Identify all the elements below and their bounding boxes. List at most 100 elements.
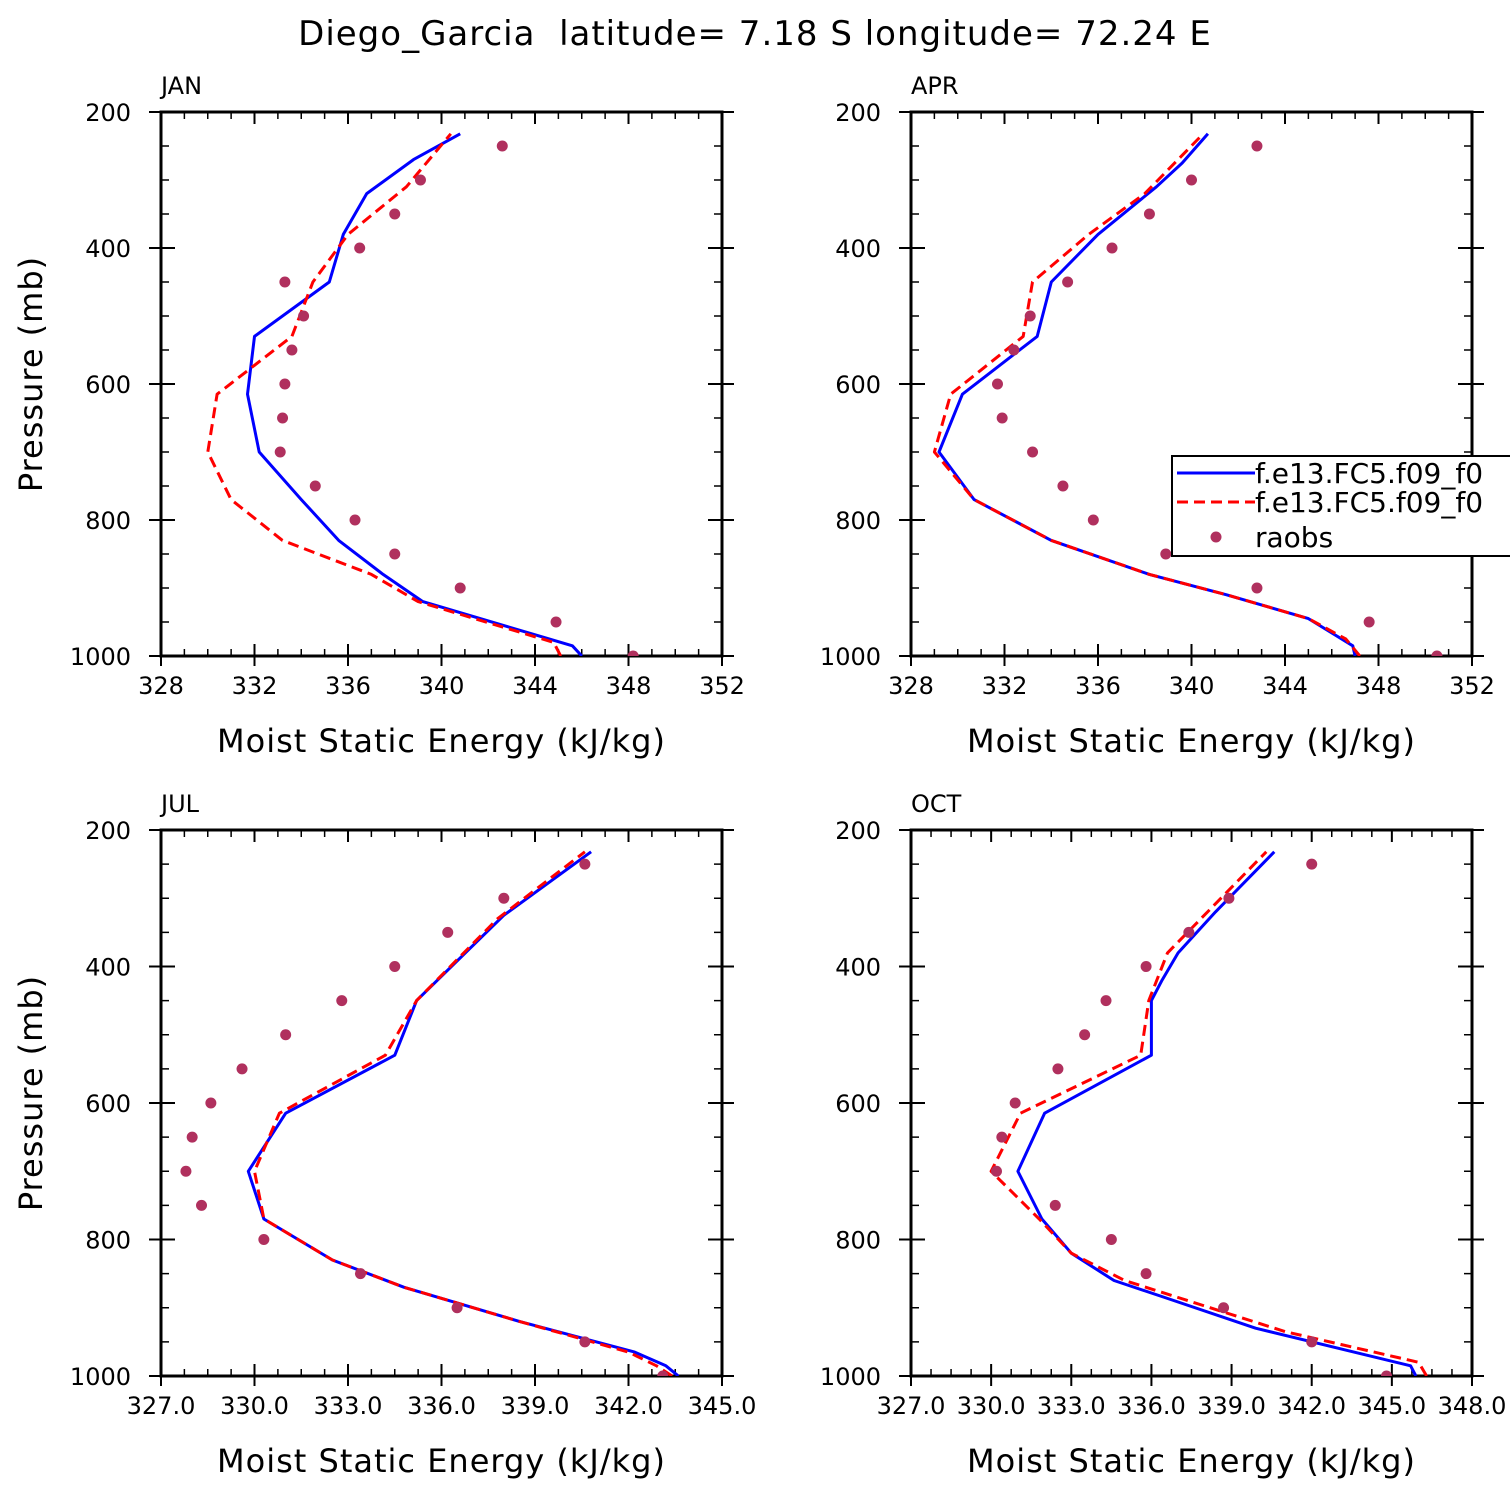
series-line-model-dashed bbox=[206, 132, 563, 656]
y-tick-label: 600 bbox=[835, 371, 881, 399]
x-axis-title: Moist Static Energy (kJ/kg) bbox=[967, 1442, 1416, 1480]
figure-title: Diego_Garcia latitude= 7.18 S longitude=… bbox=[298, 14, 1212, 54]
y-tick-label: 1000 bbox=[70, 1363, 131, 1391]
y-tick-label: 200 bbox=[85, 817, 131, 845]
raobs-point bbox=[627, 650, 639, 656]
raobs-point bbox=[657, 1370, 669, 1376]
raobs-point bbox=[1100, 995, 1112, 1007]
raobs-point bbox=[1223, 892, 1235, 904]
plot-area bbox=[180, 850, 680, 1376]
y-tick-label: 400 bbox=[835, 954, 881, 982]
series-line-model-solid bbox=[1016, 850, 1418, 1376]
x-axis-title: Moist Static Energy (kJ/kg) bbox=[967, 722, 1416, 760]
y-tick-label: 1000 bbox=[820, 1363, 881, 1391]
y-tick-label: 800 bbox=[835, 507, 881, 535]
x-tick-label: 352 bbox=[1449, 672, 1495, 700]
x-tick-label: 333.0 bbox=[314, 1392, 383, 1420]
x-tick-label: 339.0 bbox=[501, 1392, 570, 1420]
panel-jul: 327.0 330.0 333.0 336.0 339.0 342.0 345.0 200 40… bbox=[12, 790, 756, 1480]
x-axis-title: Moist Static Energy (kJ/kg) bbox=[217, 1442, 666, 1480]
raobs-point bbox=[498, 892, 510, 904]
raobs-point bbox=[1306, 858, 1318, 870]
x-tick-label: 330.0 bbox=[957, 1392, 1026, 1420]
raobs-point bbox=[277, 412, 289, 424]
raobs-point bbox=[1009, 1097, 1021, 1109]
raobs-point bbox=[196, 1199, 208, 1211]
y-tick-label: 600 bbox=[85, 1090, 131, 1118]
raobs-point bbox=[1140, 961, 1152, 972]
raobs-point bbox=[996, 412, 1008, 424]
plot-area bbox=[932, 132, 1443, 656]
panel-label: OCT bbox=[911, 790, 962, 818]
x-tick-label: 327.0 bbox=[127, 1392, 196, 1420]
y-tick-label: 200 bbox=[835, 817, 881, 845]
raobs-point bbox=[1087, 514, 1099, 526]
raobs-point bbox=[309, 480, 321, 492]
x-tick-label: 336.0 bbox=[407, 1392, 476, 1420]
x-axis-title: Moist Static Energy (kJ/kg) bbox=[217, 722, 666, 760]
raobs-point bbox=[280, 1029, 292, 1041]
x-tick-label: 348.0 bbox=[1438, 1392, 1507, 1420]
raobs-point bbox=[1008, 344, 1020, 356]
plot-area bbox=[989, 850, 1428, 1376]
raobs-point bbox=[389, 961, 401, 972]
y-tick-label: 400 bbox=[85, 954, 131, 982]
raobs-point bbox=[279, 276, 291, 288]
raobs-point bbox=[258, 1234, 270, 1245]
y-tick-label: 600 bbox=[85, 371, 131, 399]
series-line-model-dashed bbox=[932, 132, 1361, 656]
y-axis-title: Pressure (mb) bbox=[12, 975, 50, 1211]
y-tick-label: 200 bbox=[85, 99, 131, 127]
y-tick-label: 800 bbox=[85, 507, 131, 535]
raobs-point bbox=[1306, 1336, 1318, 1348]
y-tick-label: 800 bbox=[85, 1227, 131, 1255]
raobs-point bbox=[186, 1131, 198, 1143]
raobs-point bbox=[286, 344, 298, 356]
raobs-point bbox=[1160, 548, 1172, 560]
panel-label: APR bbox=[911, 72, 959, 100]
y-tick-label: 800 bbox=[835, 1227, 881, 1255]
panel-label: JAN bbox=[159, 72, 202, 100]
raobs-point bbox=[336, 995, 348, 1007]
raobs-point bbox=[1106, 242, 1118, 254]
raobs-point bbox=[298, 310, 310, 322]
raobs-point bbox=[274, 446, 286, 458]
raobs-point bbox=[354, 1268, 366, 1280]
x-tick-label: 342.0 bbox=[1277, 1392, 1346, 1420]
raobs-point bbox=[205, 1097, 217, 1109]
raobs-point bbox=[1062, 276, 1074, 288]
raobs-point bbox=[1049, 1199, 1061, 1211]
y-tick-label: 1000 bbox=[820, 643, 881, 671]
raobs-point bbox=[1251, 140, 1263, 152]
raobs-point bbox=[991, 378, 1003, 390]
raobs-point bbox=[1057, 480, 1069, 492]
legend-raobs-marker bbox=[1210, 531, 1222, 543]
y-axis-title: Pressure (mb) bbox=[12, 256, 50, 492]
x-tick-label: 336 bbox=[325, 672, 371, 700]
raobs-point bbox=[451, 1302, 463, 1314]
x-tick-label: 336 bbox=[1075, 672, 1121, 700]
x-tick-label: 330.0 bbox=[220, 1392, 289, 1420]
series-line-model-solid bbox=[246, 132, 583, 656]
x-tick-label: 340 bbox=[419, 672, 465, 700]
raobs-point bbox=[1052, 1063, 1064, 1075]
raobs-point bbox=[180, 1165, 192, 1177]
raobs-point bbox=[1143, 208, 1155, 220]
x-tick-label: 345.0 bbox=[688, 1392, 757, 1420]
y-tick-label: 400 bbox=[835, 235, 881, 263]
x-tick-label: 348 bbox=[606, 672, 652, 700]
raobs-point bbox=[1027, 446, 1039, 458]
raobs-point bbox=[1024, 310, 1036, 322]
panel-apr: 328 332 336 340 344 348 352 200 400 600 800 1000 APR… bbox=[820, 72, 1495, 760]
raobs-point bbox=[1183, 926, 1195, 938]
x-tick-label: 342.0 bbox=[594, 1392, 663, 1420]
series-line-model-dashed bbox=[253, 850, 673, 1376]
raobs-point bbox=[389, 208, 401, 220]
raobs-point bbox=[454, 582, 466, 594]
y-tick-label: 200 bbox=[835, 99, 881, 127]
raobs-point bbox=[236, 1063, 248, 1075]
x-tick-label: 348 bbox=[1356, 672, 1402, 700]
x-tick-label: 340 bbox=[1169, 672, 1215, 700]
